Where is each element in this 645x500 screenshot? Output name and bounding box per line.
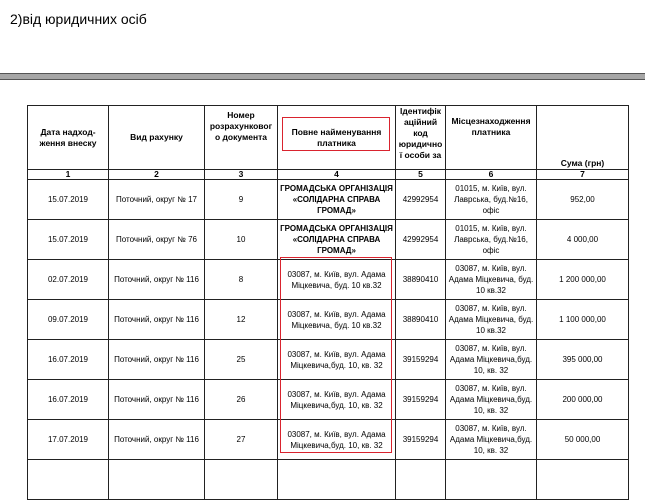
empty-cell xyxy=(27,459,109,500)
cell-payer-name: 03087, м. Київ, вул. Адама Міцкевича, бу… xyxy=(277,299,396,340)
cell-date: 16.07.2019 xyxy=(27,339,109,380)
cell-location: 03087, м. Київ, вул. Адама Міцкевича, бу… xyxy=(445,259,537,300)
column-number: 7 xyxy=(536,169,629,180)
cell-amount: 395 000,00 xyxy=(536,339,629,380)
table-row: 16.07.2019 Поточний, округ № 116 26 03087, … xyxy=(27,379,629,420)
cell-payer-name: ГРОМАДСЬКА ОРГАНІЗАЦІЯ «СОЛІДАРНА СПРАВА… xyxy=(277,179,396,220)
column-number: 4 xyxy=(277,169,396,180)
empty-cell xyxy=(204,459,278,500)
table-row: 15.07.2019 Поточний, округ № 76 10 ГРОМАДСЬ… xyxy=(27,219,629,260)
cell-document-number: 26 xyxy=(204,379,278,420)
cell-id-code: 42992954 xyxy=(395,219,446,260)
header-id-code: Ідентифік аційний код юридично ї особи з… xyxy=(395,105,446,170)
cell-account-type: Поточний, округ № 116 xyxy=(108,379,205,420)
header-account-type: Вид рахунку xyxy=(108,105,205,170)
empty-cell xyxy=(445,459,537,500)
cell-location: 01015, м. Київ, вул. Лаврська, буд.№16, … xyxy=(445,219,537,260)
section-title: 2)від юридичних осіб xyxy=(10,11,147,27)
cell-date: 15.07.2019 xyxy=(27,219,109,260)
cell-location: 03087, м. Київ, вул. Адама Міцкевича,буд… xyxy=(445,339,537,380)
column-number-row: 1 2 3 4 5 6 7 xyxy=(27,169,629,180)
cell-amount: 1 100 000,00 xyxy=(536,299,629,340)
cell-location: 03087, м. Київ, вул. Адама Міцкевича, бу… xyxy=(445,299,537,340)
empty-cell xyxy=(277,459,396,500)
cell-document-number: 9 xyxy=(204,179,278,220)
cell-payer-name: 03087, м. Київ, вул. Адама Міцкевича,буд… xyxy=(277,379,396,420)
cell-account-type: Поточний, округ № 76 xyxy=(108,219,205,260)
cell-id-code: 38890410 xyxy=(395,299,446,340)
cell-amount: 1 200 000,00 xyxy=(536,259,629,300)
table-row: 15.07.2019 Поточний, округ № 17 9 ГРОМАДСЬК… xyxy=(27,179,629,220)
cell-location: 03087, м. Київ, вул. Адама Міцкевича,буд… xyxy=(445,379,537,420)
empty-cell xyxy=(108,459,205,500)
cell-document-number: 10 xyxy=(204,219,278,260)
cell-location: 01015, м. Київ, вул. Лаврська, буд.№16, … xyxy=(445,179,537,220)
cell-date: 09.07.2019 xyxy=(27,299,109,340)
column-number: 2 xyxy=(108,169,205,180)
table-row xyxy=(27,459,629,500)
header-payer-name: Повне найменування платника xyxy=(277,105,396,170)
cell-document-number: 12 xyxy=(204,299,278,340)
cell-account-type: Поточний, округ № 17 xyxy=(108,179,205,220)
cell-id-code: 39159294 xyxy=(395,379,446,420)
cell-account-type: Поточний, округ № 116 xyxy=(108,339,205,380)
cell-id-code: 42992954 xyxy=(395,179,446,220)
cell-date: 02.07.2019 xyxy=(27,259,109,300)
cell-date: 16.07.2019 xyxy=(27,379,109,420)
cell-location: 03087, м. Київ, вул. Адама Міцкевича,буд… xyxy=(445,419,537,460)
cell-document-number: 8 xyxy=(204,259,278,300)
empty-cell xyxy=(536,459,629,500)
cell-account-type: Поточний, округ № 116 xyxy=(108,299,205,340)
highlight-box-payer-names xyxy=(280,257,392,453)
cell-id-code: 39159294 xyxy=(395,339,446,380)
cell-amount: 200 000,00 xyxy=(536,379,629,420)
header-date: Дата надход-ження внеску xyxy=(27,105,109,170)
header-amount: Сума (грн) xyxy=(536,105,629,170)
cell-account-type: Поточний, округ № 116 xyxy=(108,259,205,300)
cell-date: 15.07.2019 xyxy=(27,179,109,220)
header-document-number: Номер розрахунковог о документа xyxy=(204,105,278,170)
cell-date: 17.07.2019 xyxy=(27,419,109,460)
highlight-box-header xyxy=(282,117,390,151)
cell-amount: 50 000,00 xyxy=(536,419,629,460)
cell-amount: 952,00 xyxy=(536,179,629,220)
cell-document-number: 25 xyxy=(204,339,278,380)
header-row: Дата надход-ження внеску Вид рахунку Ном… xyxy=(27,105,629,170)
cell-account-type: Поточний, округ № 116 xyxy=(108,419,205,460)
column-number: 5 xyxy=(395,169,446,180)
cell-document-number: 27 xyxy=(204,419,278,460)
cell-payer-name: ГРОМАДСЬКА ОРГАНІЗАЦІЯ «СОЛІДАРНА СПРАВА… xyxy=(277,219,396,260)
empty-cell xyxy=(395,459,446,500)
cell-amount: 4 000,00 xyxy=(536,219,629,260)
column-number: 3 xyxy=(204,169,278,180)
header-location: Місцезнаходження платника xyxy=(445,105,537,170)
page-separator xyxy=(0,73,645,80)
cell-id-code: 39159294 xyxy=(395,419,446,460)
cell-id-code: 38890410 xyxy=(395,259,446,300)
column-number: 1 xyxy=(27,169,109,180)
column-number: 6 xyxy=(445,169,537,180)
